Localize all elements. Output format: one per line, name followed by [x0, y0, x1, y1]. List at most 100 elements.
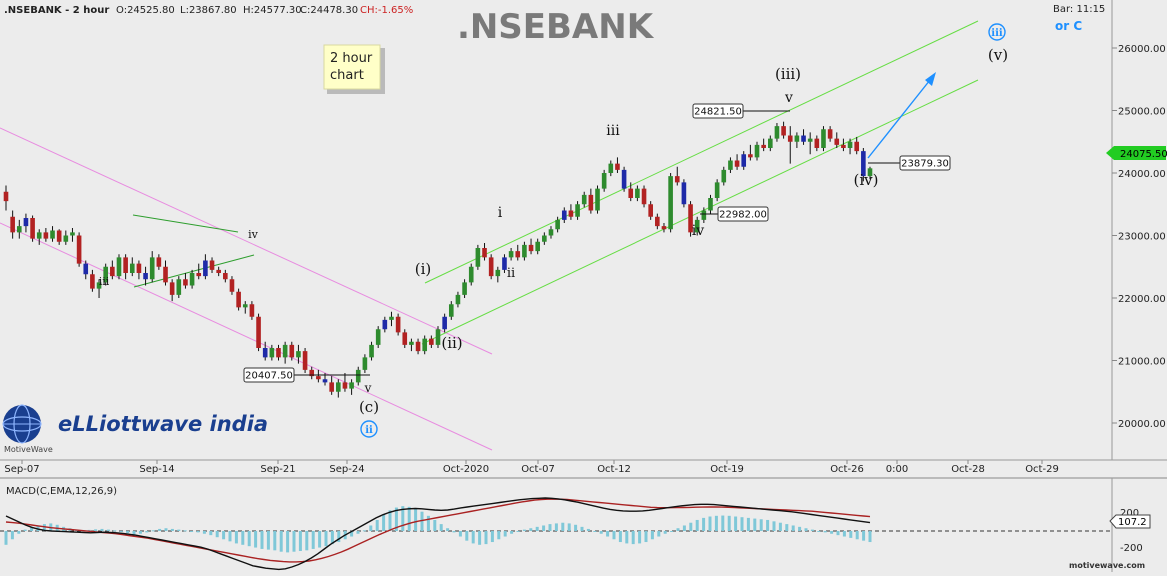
candle [668, 173, 673, 233]
macd-histogram-bar [388, 510, 392, 531]
candle-body [455, 294, 461, 305]
macd-histogram-bar [689, 522, 693, 531]
candle [236, 288, 241, 311]
candle [694, 216, 700, 236]
candle-body [129, 263, 135, 273]
macd-label: MACD(C,EMA,12,26,9) [6, 486, 117, 497]
price-axis-pane[interactable] [1112, 0, 1167, 572]
macd-histogram-bar [452, 531, 456, 533]
macd-histogram-bar [414, 508, 418, 531]
candle [209, 257, 215, 273]
candle [568, 204, 574, 220]
candle-body [801, 135, 806, 142]
candle [701, 207, 707, 223]
candle [475, 244, 481, 270]
candle-body [3, 191, 9, 202]
candle [249, 301, 255, 320]
macd-histogram-bar [855, 531, 859, 540]
callout-value: 24821.50 [694, 107, 742, 118]
candle-body [429, 338, 434, 345]
candle-body [681, 182, 687, 205]
candle [515, 244, 521, 261]
macd-pane[interactable] [0, 497, 1112, 571]
candle [362, 354, 368, 373]
candle [223, 269, 228, 283]
macd-histogram-bar [810, 529, 814, 531]
price-tick-label: 25000.00 [1118, 107, 1166, 118]
macd-histogram-bar [657, 531, 661, 537]
candle-body [794, 135, 800, 142]
candle [389, 311, 394, 327]
current-price-bg [1106, 146, 1166, 160]
macd-histogram-bar [209, 531, 213, 536]
macd-histogram-bar [714, 515, 718, 531]
candle [601, 169, 607, 192]
macd-histogram-bar [292, 531, 296, 552]
candle [10, 210, 15, 239]
wave-label: iii [606, 123, 620, 139]
macd-histogram-bar [305, 531, 309, 551]
macd-histogram-bar [670, 531, 674, 532]
macd-histogram-bar [439, 524, 443, 531]
price-tick-label: 20000.00 [1118, 419, 1166, 430]
candle [349, 379, 354, 395]
candle-body [63, 235, 69, 242]
candle [728, 157, 733, 173]
candle-body [209, 260, 215, 270]
candle-body [242, 304, 248, 308]
macd-histogram-bar [266, 531, 270, 550]
wave-label: iv [248, 228, 259, 241]
time-tick-label: Sep-21 [260, 464, 295, 475]
candle-body [249, 304, 255, 317]
macd-current-value: 107.2 [1118, 517, 1147, 528]
macd-histogram-bar [126, 531, 130, 534]
macd-histogram-bar [273, 531, 277, 551]
candle [156, 254, 162, 270]
macd-histogram-bar [158, 528, 162, 531]
macd-histogram-bar [663, 531, 667, 534]
macd-current-tag: 107.2 [1109, 514, 1151, 529]
candle-body [149, 257, 155, 280]
candle-body [83, 263, 89, 275]
macd-histogram-bar [817, 531, 821, 532]
note-box[interactable] [323, 44, 381, 90]
candle-body [56, 230, 62, 242]
candle-body [10, 216, 15, 233]
macd-histogram-bar [337, 531, 341, 543]
candle-body [535, 241, 541, 252]
candle-body [588, 194, 594, 211]
macd-histogram-bar [574, 524, 578, 531]
candle [754, 141, 760, 161]
candle [302, 348, 308, 373]
wave-label: v [364, 381, 372, 395]
candle-body [508, 251, 514, 258]
candle [23, 213, 29, 233]
macd-histogram-bar [516, 531, 520, 532]
channel-line [421, 79, 979, 345]
candle [821, 126, 826, 152]
candle [495, 266, 501, 283]
candle [761, 138, 766, 152]
candle [143, 266, 148, 286]
candle-body [223, 273, 228, 280]
candle-body [415, 341, 421, 352]
price-pane[interactable] [0, 0, 1112, 460]
macd-histogram-bar [10, 531, 14, 540]
candle-body [621, 169, 627, 189]
time-tick-label: Oct-07 [521, 464, 555, 475]
macd-histogram-bar [196, 531, 200, 533]
candle [196, 263, 202, 280]
candle [382, 316, 388, 333]
high-value: H:24577.30 [243, 5, 302, 16]
macd-histogram-bar [727, 515, 731, 531]
price-callouts: 24821.50 22982.00 23879.30 20407.50 [243, 103, 951, 383]
macd-histogram-bar [286, 531, 290, 553]
candle-body [814, 138, 820, 148]
candle [801, 129, 806, 145]
candle-body [462, 282, 467, 295]
candle-body [721, 169, 727, 183]
wave-label: (iv) [854, 171, 879, 189]
candle-body [807, 138, 813, 142]
candle [395, 313, 401, 336]
